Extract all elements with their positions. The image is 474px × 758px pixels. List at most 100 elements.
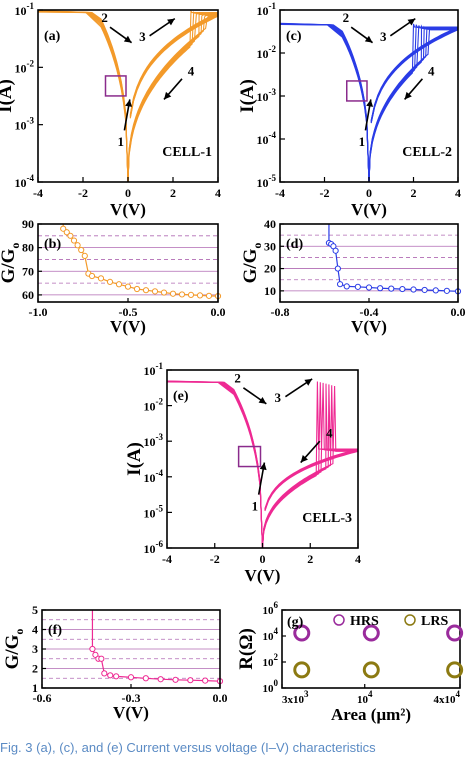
zoom-region-box — [104, 75, 127, 97]
sweep-arrow-number: 1 — [359, 134, 366, 149]
legend-label-lrs: LRS — [421, 614, 448, 629]
chart-a: -4 -2 0 2 4 10-4 10-3 10-2 10-1 V(V) I(A) (a) CELL-1… — [0, 1, 221, 219]
data-point — [63, 229, 70, 236]
y-tick-label: 10-3 — [144, 432, 164, 449]
plot-frame — [37, 223, 219, 303]
legend-marker-hrs — [333, 614, 345, 626]
x-tick-label: -4 — [275, 186, 285, 200]
figure: -4 -2 0 2 410-410-310-210-1V(V)I(A)(a)CELL-1… — [0, 1, 466, 724]
y-tick-label: 20 — [264, 262, 276, 276]
y-axis-label: G/Go — [0, 243, 22, 284]
data-point — [169, 290, 177, 297]
x-tick-label: 2 — [411, 186, 417, 200]
x-axis-label: Area (μm²) — [331, 705, 411, 724]
y-tick-label: 30 — [264, 239, 276, 253]
x-tick-label: 0 — [366, 186, 372, 200]
sweep-arrow-number: 1 — [252, 499, 259, 514]
y-tick-label: 10-4 — [144, 468, 164, 485]
sweep-arrow-3-head — [407, 18, 416, 26]
y-tick-label: 10-6 — [144, 539, 164, 556]
x-tick-label: -0.4 — [360, 305, 379, 319]
sweep-arrow-number: 4 — [428, 63, 435, 78]
chart-f: -0.6 -0.3 0.0 1 2 3 4 5 V(V) G/Go (f) — [2, 603, 228, 722]
sweep-arrow-1-head — [125, 99, 133, 107]
cell-label: CELL-3 — [302, 511, 352, 526]
x-axis-label: V(V) — [351, 317, 387, 336]
y-tick-label: 104 — [263, 626, 279, 643]
data-point — [157, 676, 164, 683]
y-tick-label: 102 — [263, 652, 279, 669]
sweep-arrow-number: 3 — [380, 29, 387, 44]
data-point — [151, 288, 159, 295]
x-tick-label: 0 — [260, 552, 266, 566]
y-tick-label: 10-3 — [15, 116, 35, 133]
figure-caption: Fig. 3 (a), (c), and (e) Current versus … — [0, 740, 376, 755]
x-tick-label: -0.3 — [122, 691, 141, 705]
chart-c: -4 -2 0 2 4 10-5 10-4 10-3 10-2 10-1 V(V) I(A) (c) CE… — [237, 1, 461, 219]
x-tick-label: 0.0 — [213, 691, 228, 705]
y-tick-label: 10-1 — [257, 1, 277, 18]
x-tick-label: 0.0 — [211, 305, 226, 319]
sweep-arrow-4-head — [404, 91, 412, 100]
x-tick-label: -2 — [210, 552, 220, 566]
data-point — [377, 285, 384, 292]
x-tick-label: 0 — [125, 186, 131, 200]
data-point-lrs — [293, 661, 311, 679]
x-axis-label: V(V) — [110, 317, 146, 336]
x-axis-label: V(V) — [110, 200, 146, 219]
data-point — [332, 247, 339, 254]
data-point — [101, 670, 108, 677]
panel-label: (f) — [48, 623, 62, 638]
y-tick-label: 10-3 — [257, 87, 277, 104]
x-tick-label: -0.8 — [271, 305, 290, 319]
iv-curves — [279, 22, 459, 183]
x-axis-label: V(V) — [245, 566, 281, 585]
panel-label: (c) — [286, 29, 302, 44]
legend-marker-lrs — [404, 614, 416, 626]
data-point — [354, 283, 361, 290]
y-tick-label: 10-4 — [15, 173, 35, 190]
sweep-arrow-2-head — [364, 35, 373, 43]
legend: HRS LRS — [333, 614, 448, 629]
zoom-region-box — [346, 80, 368, 102]
x-tick-label: -4 — [162, 552, 172, 566]
y-tick-label: 10-4 — [257, 130, 277, 147]
y-tick-label: 10-1 — [144, 361, 164, 378]
data-point — [88, 272, 96, 280]
data-point — [336, 281, 344, 288]
iv-curves — [166, 380, 359, 549]
legend-label-hrs: HRS — [350, 614, 379, 629]
y-tick-label: 60 — [22, 288, 34, 302]
data-point — [74, 242, 81, 249]
data-point — [142, 675, 149, 682]
x-axis-label: V(V) — [351, 200, 387, 219]
plot-frame — [281, 609, 461, 689]
y-tick-label: 10-2 — [257, 44, 277, 61]
iv-sweep — [279, 23, 459, 183]
sweep-arrow-3-head — [304, 378, 313, 386]
iv-sweep — [166, 381, 359, 549]
sweep-arrow-number: 1 — [118, 134, 125, 149]
y-tick-label: 10-1 — [15, 1, 35, 18]
sweep-arrow-number: 4 — [188, 63, 195, 78]
chart-g: 3x103 104 4x104 100 102 104 106 HRS LRS (g) Area (… — [236, 600, 464, 724]
x-tick-label: -2 — [320, 186, 330, 200]
panel-label: (d) — [286, 237, 303, 252]
y-axis-label: I(A) — [0, 79, 16, 113]
data-line — [62, 228, 219, 297]
data-point — [343, 283, 350, 290]
data-point — [202, 677, 209, 684]
y-tick-label: 10-5 — [257, 173, 277, 190]
data-point — [399, 285, 406, 293]
x-tick-label: 2 — [307, 552, 313, 566]
y-axis-label: I(A) — [237, 79, 258, 113]
panel-label: (g) — [287, 615, 304, 630]
x-tick-label: 2 — [170, 186, 176, 200]
x-tick-label: -0.6 — [33, 691, 52, 705]
panel-label: (a) — [44, 29, 61, 44]
x-tick-label: -2 — [78, 186, 88, 200]
y-tick-label: 10-2 — [144, 397, 164, 414]
data-point — [334, 265, 341, 272]
chart-b: -1.0 -0.5 0.0 60 70 80 90 V(V) G/Go (b) — [0, 217, 226, 336]
x-tick-label: 4x104 — [434, 689, 461, 706]
